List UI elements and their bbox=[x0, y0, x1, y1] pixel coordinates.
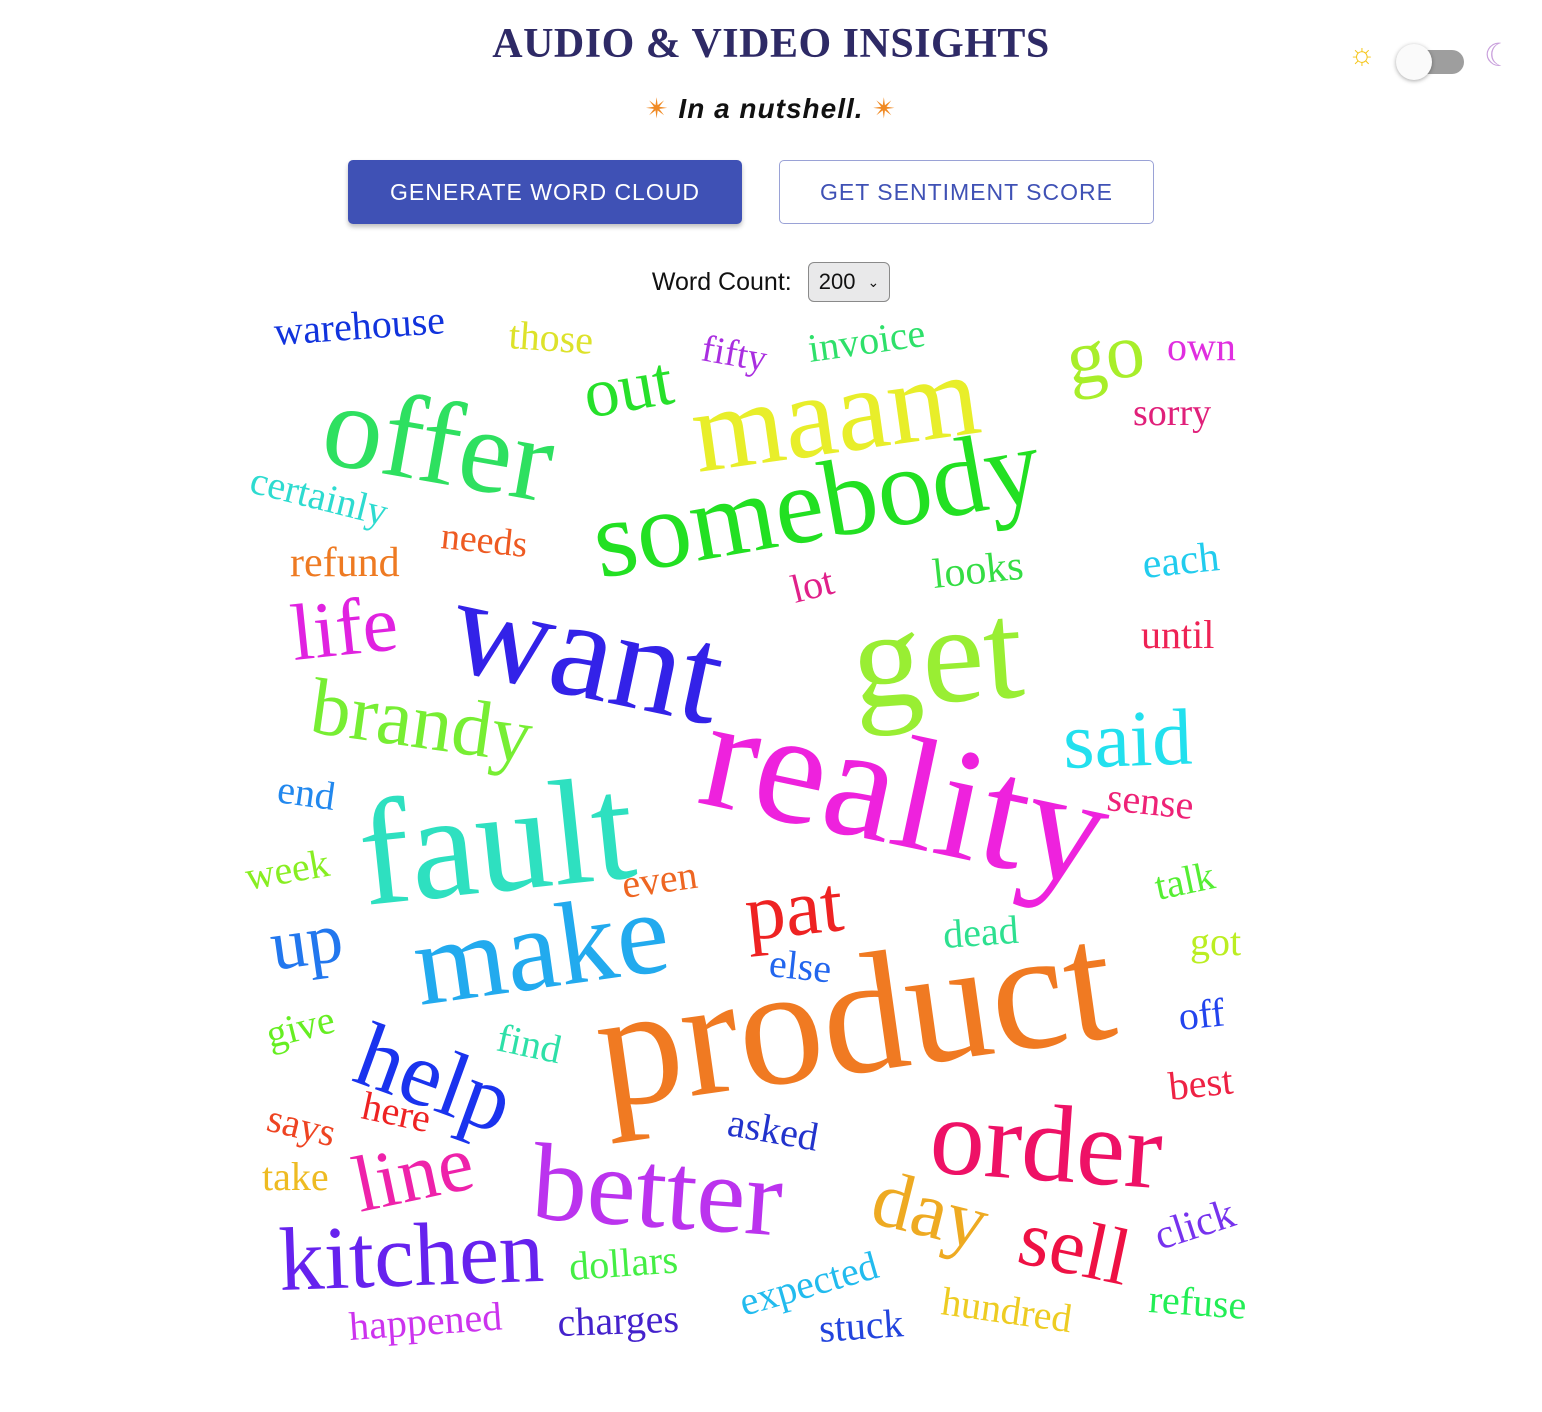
subtitle-text: In a nutshell. bbox=[678, 93, 864, 124]
sparkle-icon: ✴ bbox=[872, 93, 897, 124]
word-week: week bbox=[242, 840, 333, 899]
moon-icon: ☾ bbox=[1484, 37, 1513, 73]
word-dollars: dollars bbox=[567, 1236, 679, 1288]
word-stuck: stuck bbox=[817, 1300, 904, 1351]
word-count-select[interactable]: 200 ⌄ bbox=[807, 262, 891, 302]
sun-icon: ☼ bbox=[1348, 38, 1376, 71]
word-happened: happened bbox=[347, 1293, 503, 1349]
word-get: get bbox=[846, 572, 1028, 739]
word-give: give bbox=[261, 996, 339, 1056]
chevron-down-icon: ⌄ bbox=[867, 273, 880, 290]
word-click: click bbox=[1149, 1191, 1241, 1260]
word-better: better bbox=[528, 1120, 786, 1259]
word-up: up bbox=[265, 897, 347, 986]
word-go: go bbox=[1060, 305, 1149, 402]
word-even: even bbox=[619, 852, 700, 907]
word-refund: refund bbox=[290, 540, 400, 586]
word-out: out bbox=[577, 342, 679, 433]
word-those: those bbox=[507, 312, 594, 363]
word-warehouse: warehouse bbox=[272, 297, 446, 354]
word-refuse: refuse bbox=[1147, 1276, 1248, 1328]
word-fault: fault bbox=[351, 744, 642, 938]
page-subtitle: ✴ In a nutshell. ✴ bbox=[0, 92, 1542, 125]
word-count-row: Word Count: 200 ⌄ bbox=[0, 262, 1542, 302]
word-own: own bbox=[1167, 324, 1236, 369]
sparkle-icon: ✴ bbox=[645, 93, 670, 124]
word-says: says bbox=[263, 1095, 341, 1155]
word-talk: talk bbox=[1151, 852, 1219, 908]
word-sorry: sorry bbox=[1133, 392, 1211, 434]
word-lot: lot bbox=[786, 558, 838, 612]
theme-toggle[interactable]: ☼ ☾ bbox=[1348, 37, 1518, 82]
word-count-label: Word Count: bbox=[651, 267, 792, 296]
get-sentiment-score-button[interactable]: GET SENTIMENT SCORE bbox=[779, 160, 1154, 224]
theme-switch-knob[interactable] bbox=[1396, 44, 1432, 80]
word-charges: charges bbox=[557, 1296, 680, 1345]
word-until: until bbox=[1141, 612, 1214, 657]
word-sell: sell bbox=[1011, 1194, 1138, 1303]
word-take: take bbox=[262, 1154, 329, 1199]
page-title: AUDIO & VIDEO INSIGHTS bbox=[492, 21, 1050, 67]
word-got: got bbox=[1190, 919, 1241, 964]
generate-word-cloud-button[interactable]: GENERATE WORD CLOUD bbox=[348, 160, 742, 224]
word-dead: dead bbox=[941, 907, 1019, 957]
word-life: life bbox=[287, 579, 402, 678]
word-each: each bbox=[1140, 534, 1221, 588]
word-order: order bbox=[926, 1074, 1166, 1212]
word-count-value: 200 bbox=[818, 269, 856, 294]
word-kitchen: kitchen bbox=[277, 1202, 545, 1310]
word-off: off bbox=[1176, 989, 1227, 1039]
word-else: else bbox=[767, 940, 834, 991]
word-looks: looks bbox=[930, 543, 1025, 598]
word-said: said bbox=[1062, 694, 1194, 786]
word-best: best bbox=[1166, 1057, 1235, 1108]
word-pat: pat bbox=[741, 860, 847, 958]
word-needs: needs bbox=[439, 515, 529, 566]
word-sense: sense bbox=[1105, 774, 1196, 828]
word-end: end bbox=[275, 766, 338, 819]
